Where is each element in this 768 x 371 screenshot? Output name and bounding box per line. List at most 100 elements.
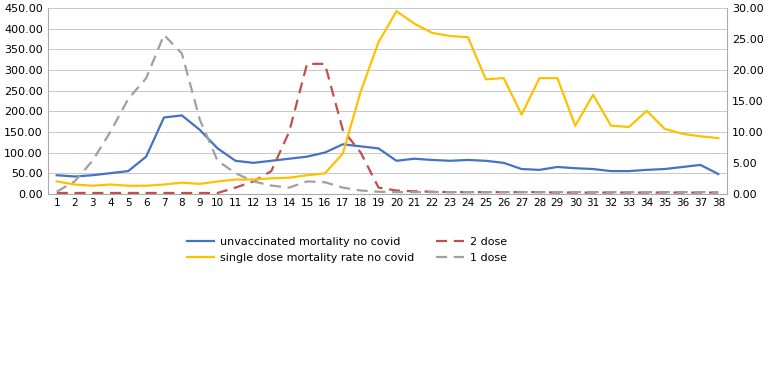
2 dose (266, 169, 276, 173)
unvaccinated mortality no covid (195, 128, 204, 132)
unvaccinated mortality no covid (213, 146, 222, 151)
unvaccinated mortality no covid (285, 157, 294, 161)
2 dose (106, 191, 115, 195)
2 dose (553, 190, 562, 195)
unvaccinated mortality no covid (678, 165, 687, 169)
2 dose (624, 190, 634, 195)
2 dose (678, 190, 687, 195)
2 dose (70, 191, 79, 195)
2 dose (160, 191, 169, 195)
unvaccinated mortality no covid (482, 158, 491, 163)
single dose mortality rate no covid (303, 173, 312, 177)
unvaccinated mortality no covid (535, 168, 544, 172)
2 dose (52, 191, 61, 195)
unvaccinated mortality no covid (124, 169, 133, 173)
unvaccinated mortality no covid (88, 173, 97, 177)
single dose mortality rate no covid (374, 40, 383, 45)
unvaccinated mortality no covid (106, 171, 115, 175)
2 dose (571, 190, 580, 195)
2 dose (338, 128, 347, 132)
2 dose (141, 191, 151, 195)
unvaccinated mortality no covid (624, 169, 634, 173)
1 dose (52, 190, 61, 194)
single dose mortality rate no covid (160, 182, 169, 187)
unvaccinated mortality no covid (70, 174, 79, 179)
unvaccinated mortality no covid (338, 142, 347, 147)
single dose mortality rate no covid (588, 93, 598, 97)
single dose mortality rate no covid (713, 136, 723, 140)
single dose mortality rate no covid (517, 112, 526, 117)
2 dose (696, 190, 705, 195)
unvaccinated mortality no covid (141, 154, 151, 159)
single dose mortality rate no covid (660, 127, 669, 131)
1 dose (713, 190, 723, 194)
2 dose (213, 191, 222, 195)
2 dose (517, 190, 526, 194)
single dose mortality rate no covid (482, 77, 491, 82)
1 dose (213, 158, 222, 163)
unvaccinated mortality no covid (177, 113, 187, 118)
1 dose (482, 190, 491, 194)
2 dose (482, 190, 491, 194)
single dose mortality rate no covid (195, 182, 204, 186)
unvaccinated mortality no covid (696, 163, 705, 167)
2 dose (249, 179, 258, 184)
unvaccinated mortality no covid (463, 158, 472, 162)
2 dose (660, 190, 669, 195)
2 dose (88, 191, 97, 195)
1 dose (571, 190, 580, 194)
1 dose (499, 190, 508, 194)
single dose mortality rate no covid (70, 182, 79, 187)
Line: 2 dose: 2 dose (57, 64, 718, 193)
1 dose (356, 188, 366, 193)
2 dose (320, 62, 329, 66)
single dose mortality rate no covid (409, 22, 419, 26)
1 dose (696, 190, 705, 194)
2 dose (231, 186, 240, 190)
single dose mortality rate no covid (320, 171, 329, 175)
single dose mortality rate no covid (463, 35, 472, 39)
2 dose (177, 191, 187, 195)
Line: unvaccinated mortality no covid: unvaccinated mortality no covid (57, 115, 718, 177)
1 dose (160, 33, 169, 37)
single dose mortality rate no covid (607, 124, 616, 128)
unvaccinated mortality no covid (445, 158, 455, 163)
2 dose (374, 186, 383, 190)
single dose mortality rate no covid (266, 176, 276, 181)
unvaccinated mortality no covid (52, 173, 61, 177)
2 dose (428, 190, 437, 194)
unvaccinated mortality no covid (249, 161, 258, 165)
unvaccinated mortality no covid (409, 157, 419, 161)
unvaccinated mortality no covid (607, 169, 616, 173)
1 dose (428, 190, 437, 194)
single dose mortality rate no covid (696, 134, 705, 138)
1 dose (535, 190, 544, 194)
unvaccinated mortality no covid (642, 168, 651, 172)
1 dose (392, 190, 401, 194)
unvaccinated mortality no covid (571, 166, 580, 170)
unvaccinated mortality no covid (713, 172, 723, 176)
unvaccinated mortality no covid (320, 150, 329, 155)
single dose mortality rate no covid (428, 31, 437, 35)
unvaccinated mortality no covid (517, 167, 526, 171)
Line: 1 dose: 1 dose (57, 35, 718, 192)
1 dose (266, 183, 276, 188)
single dose mortality rate no covid (52, 179, 61, 184)
1 dose (303, 179, 312, 184)
2 dose (285, 130, 294, 134)
1 dose (177, 51, 187, 56)
1 dose (463, 190, 472, 194)
2 dose (713, 190, 723, 195)
single dose mortality rate no covid (231, 177, 240, 182)
single dose mortality rate no covid (392, 9, 401, 13)
single dose mortality rate no covid (106, 182, 115, 187)
single dose mortality rate no covid (499, 76, 508, 80)
unvaccinated mortality no covid (499, 161, 508, 165)
1 dose (106, 130, 115, 134)
1 dose (624, 190, 634, 194)
unvaccinated mortality no covid (428, 158, 437, 162)
1 dose (660, 190, 669, 194)
single dose mortality rate no covid (553, 76, 562, 80)
2 dose (409, 189, 419, 194)
1 dose (249, 179, 258, 184)
